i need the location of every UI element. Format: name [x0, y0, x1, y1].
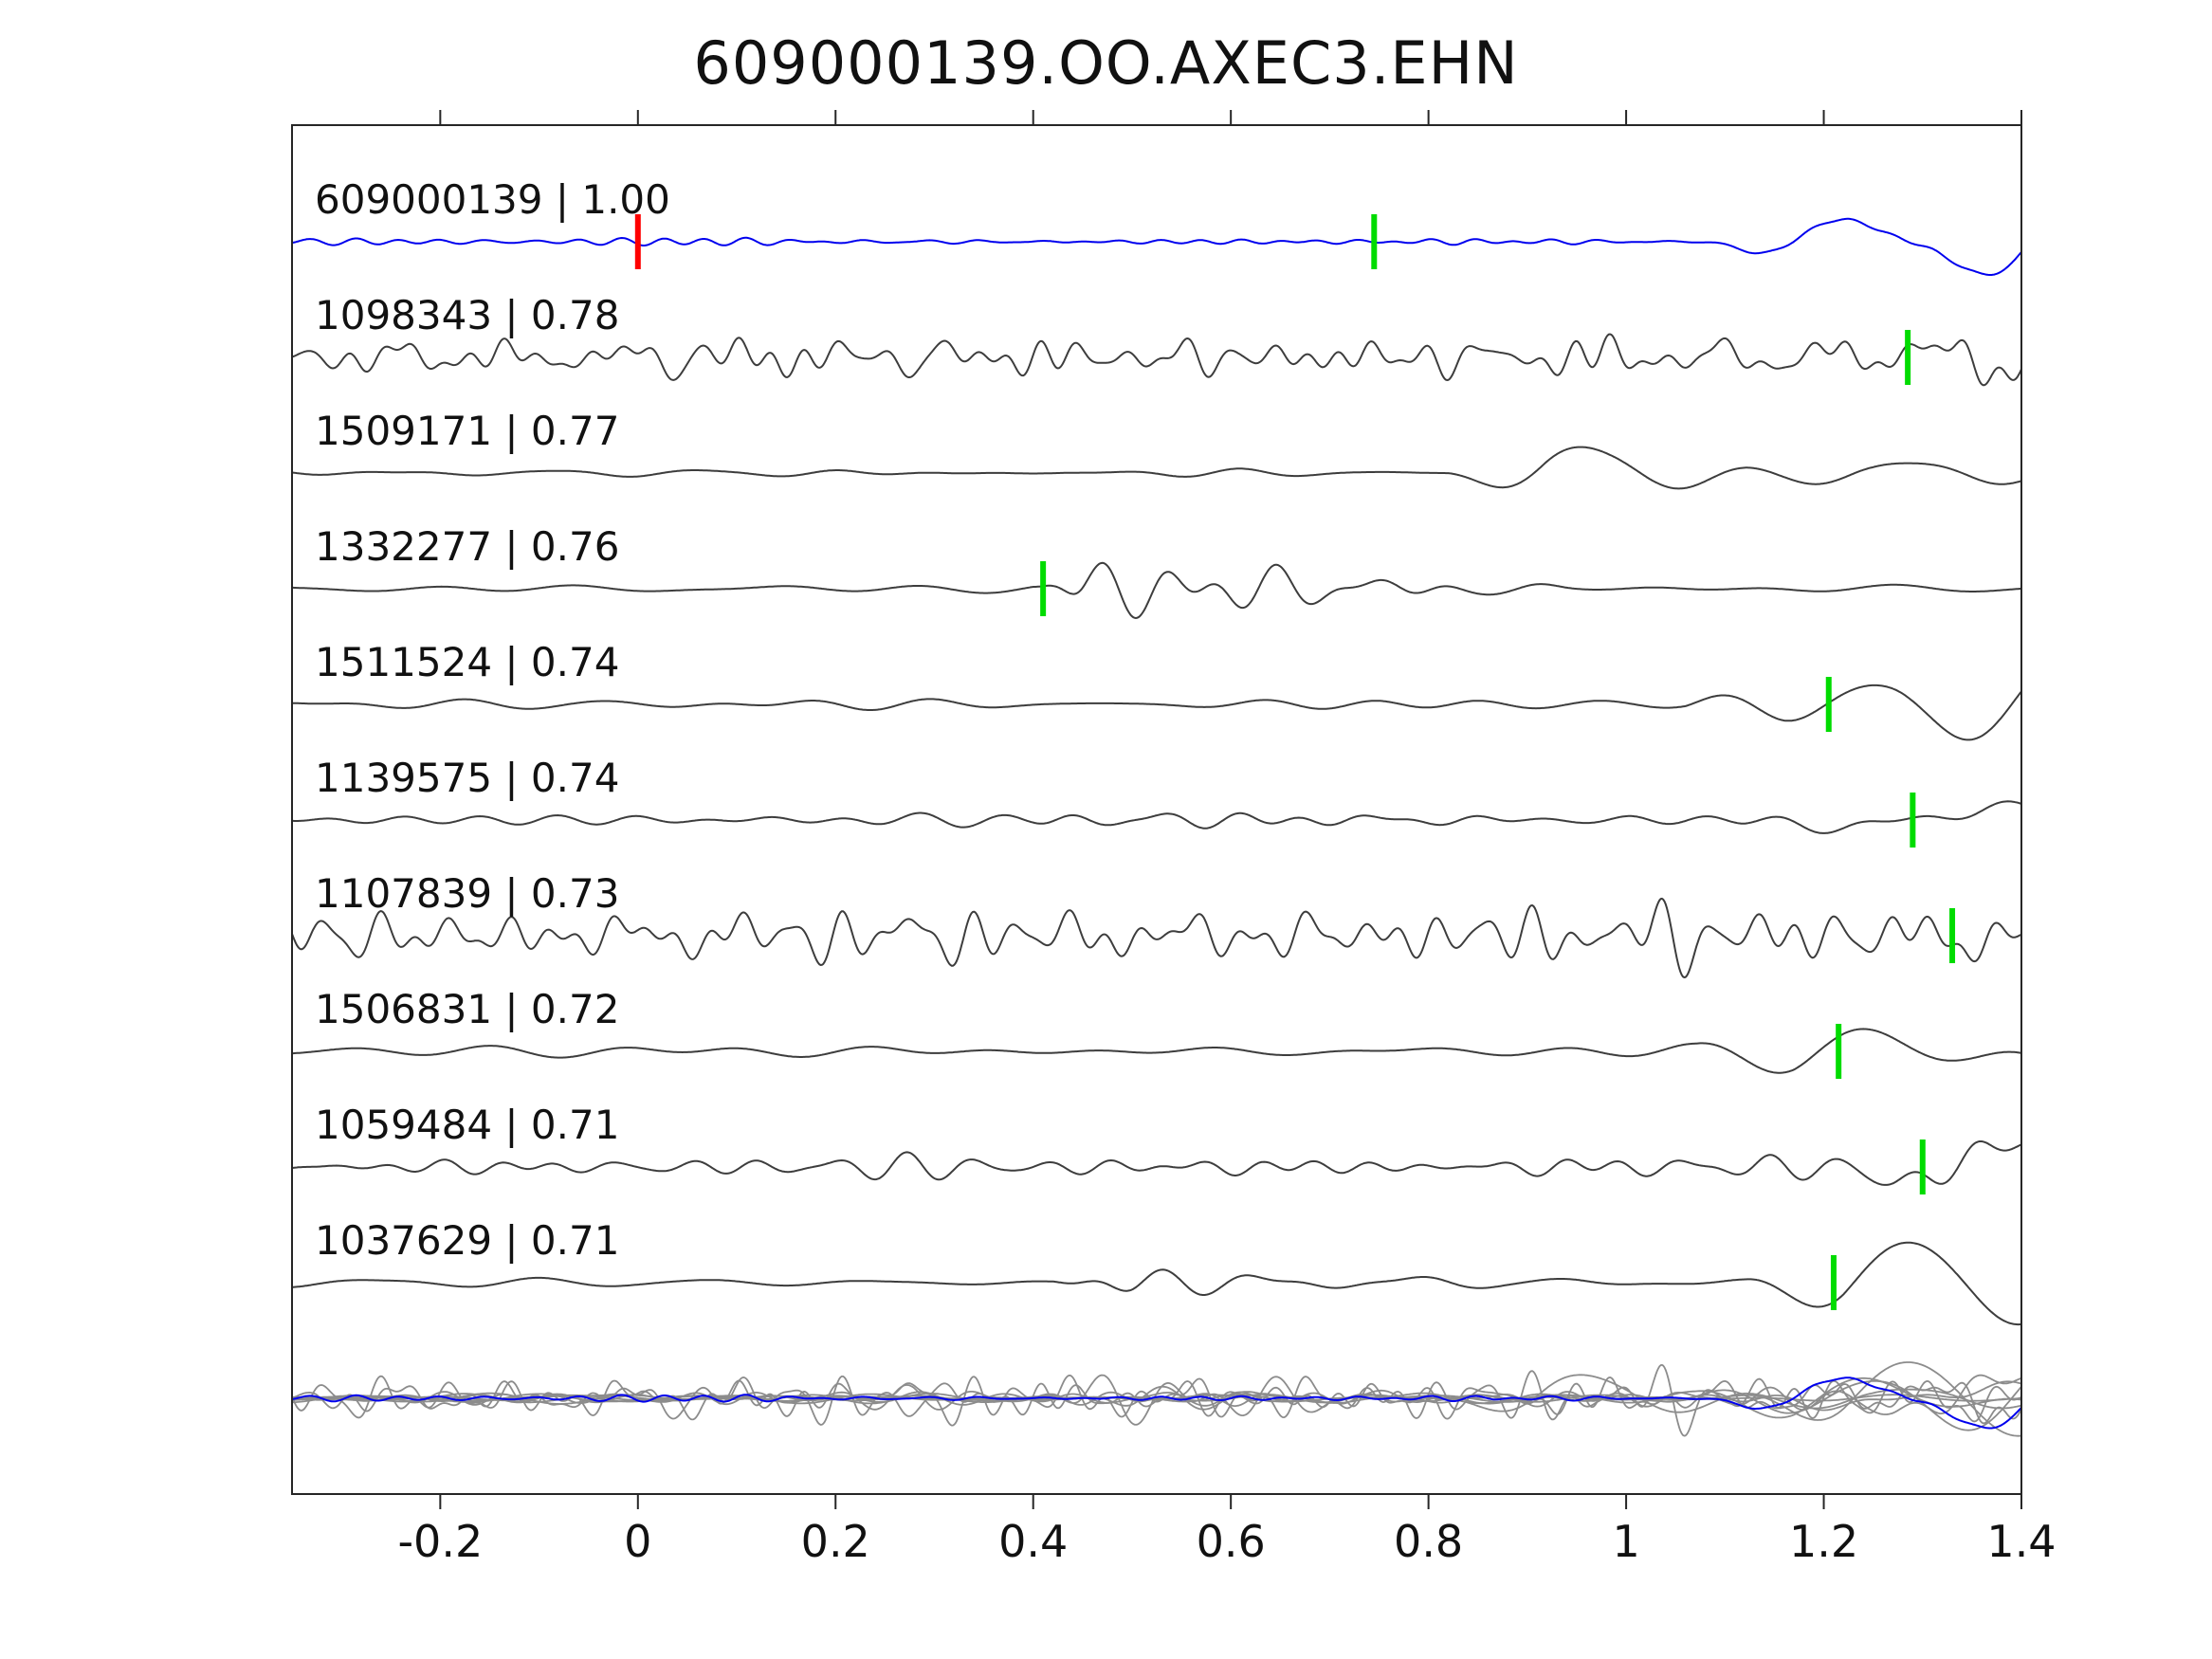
- picks-group: [634, 214, 1956, 1310]
- trace-label-1107839: 1107839 | 0.73: [315, 870, 619, 917]
- trace-label-1332277: 1332277 | 0.76: [315, 523, 619, 570]
- trace-label-609000139: 609000139 | 1.00: [315, 176, 670, 223]
- figure-title: 609000139.OO.AXEC3.EHN: [693, 28, 1519, 98]
- overlay-trace-1098343: [292, 1376, 2021, 1425]
- trace-label-1059484: 1059484 | 0.71: [315, 1102, 619, 1148]
- waveform-trace-1037629: [292, 1241, 2021, 1326]
- waveform-trace-609000139: [292, 217, 2021, 276]
- waveform-trace-1139575: [292, 800, 2021, 834]
- x-tick-label: 1: [1612, 1516, 1639, 1567]
- overlay-trace-template: [292, 1376, 2021, 1430]
- x-tick-label: 0: [624, 1516, 651, 1567]
- x-tick-label: 0.2: [801, 1516, 870, 1567]
- trace-label-1509171: 1509171 | 0.77: [315, 408, 619, 454]
- x-tick-label: 0.4: [998, 1516, 1068, 1567]
- waveform-trace-1107839: [292, 897, 2021, 979]
- trace-label-1037629: 1037629 | 0.71: [315, 1217, 619, 1264]
- x-tick-label: 0.8: [1394, 1516, 1463, 1567]
- trace-label-1511524: 1511524 | 0.74: [315, 639, 619, 685]
- overlay-trace-1332277: [292, 1374, 2021, 1426]
- trace-labels-group: 609000139 | 1.00 1098343 | 0.78 1509171 | …: [315, 176, 670, 1264]
- x-axis-group: -0.2 0 0.2 0.4 0.6 0.8 1 1.2 1.4: [397, 110, 2057, 1567]
- waveform-trace-1059484: [292, 1140, 2021, 1186]
- waveform-trace-1332277: [292, 561, 2021, 620]
- axes-box: [291, 124, 2022, 1495]
- trace-label-1098343: 1098343 | 0.78: [315, 292, 619, 338]
- x-tick-label: 0.6: [1197, 1516, 1266, 1567]
- x-tick-label: 1.2: [1789, 1516, 1858, 1567]
- x-tick-label: -0.2: [397, 1516, 483, 1567]
- trace-label-1506831: 1506831 | 0.72: [315, 986, 619, 1032]
- waveform-trace-1506831: [292, 1028, 2021, 1074]
- trace-label-1139575: 1139575 | 0.74: [315, 755, 619, 801]
- traces-group: [292, 217, 2021, 1437]
- waveform-trace-1098343: [292, 333, 2021, 387]
- waveform-trace-1509171: [292, 446, 2021, 490]
- x-tick-label: 1.4: [1986, 1516, 2056, 1567]
- waveform-trace-1511524: [292, 684, 2021, 741]
